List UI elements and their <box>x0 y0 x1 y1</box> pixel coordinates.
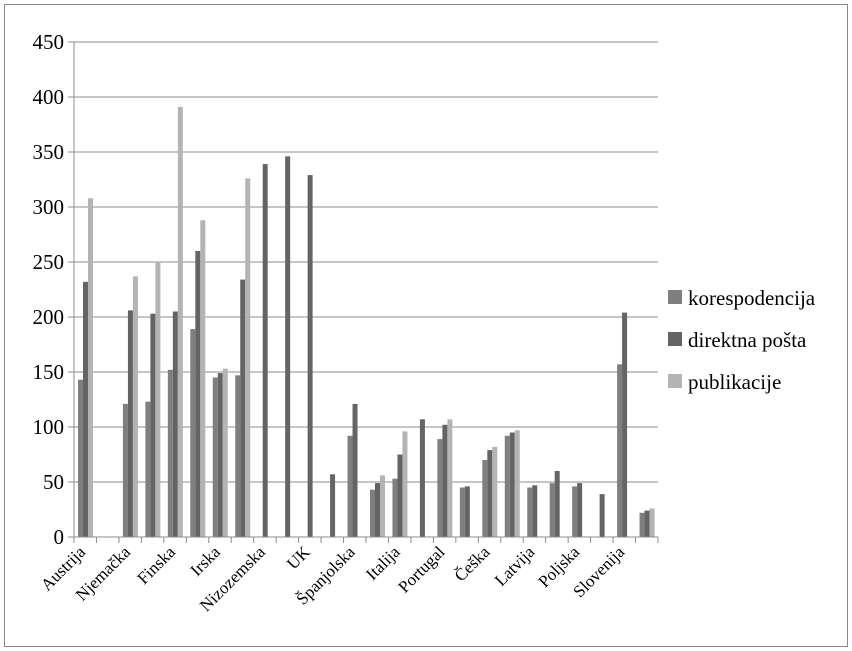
legend-label: korespodencija <box>688 286 816 310</box>
legend-swatch <box>668 290 682 304</box>
bar <box>380 475 385 537</box>
legend-swatch <box>668 374 682 388</box>
bar <box>132 276 138 537</box>
bar <box>212 377 218 537</box>
bar <box>419 419 425 537</box>
legend-label: direktna pošta <box>688 328 807 352</box>
bar <box>195 251 201 537</box>
bar <box>649 508 655 537</box>
bars <box>78 106 655 538</box>
bar <box>487 450 493 537</box>
bar <box>509 432 515 537</box>
x-tick-label: Irska <box>186 542 224 580</box>
bar <box>554 471 560 537</box>
x-tick-label: Italija <box>362 542 404 584</box>
bar <box>514 430 520 537</box>
x-tick-label: Finska <box>134 542 180 588</box>
bar <box>347 435 353 537</box>
bar <box>222 368 228 537</box>
bar <box>492 446 498 537</box>
y-tick-label: 200 <box>33 305 65 329</box>
y-tick-label: 50 <box>43 470 64 494</box>
bar <box>527 487 533 537</box>
y-tick-label: 0 <box>54 525 65 549</box>
chart-frame <box>4 4 848 647</box>
bar <box>482 460 488 537</box>
bar <box>78 379 83 537</box>
y-tick-label: 350 <box>33 140 65 164</box>
bar <box>397 454 403 537</box>
bar <box>235 375 241 537</box>
bar <box>172 311 178 537</box>
x-tick-label: Latvija <box>491 542 539 590</box>
x-tick-label: Češka <box>451 542 494 585</box>
bar <box>402 431 408 537</box>
bar <box>307 175 313 537</box>
bar <box>572 486 578 537</box>
axes <box>68 41 659 543</box>
legend: korespodencija direktna pošta publikacije <box>668 286 816 394</box>
bar <box>217 373 223 537</box>
bar <box>459 487 465 537</box>
bar <box>330 474 336 537</box>
bar <box>83 281 88 537</box>
y-tick-label: 400 <box>33 85 65 109</box>
bar <box>370 489 375 537</box>
bar <box>532 485 538 537</box>
y-tick-label: 100 <box>33 415 65 439</box>
bar <box>177 106 183 538</box>
bar <box>352 403 358 537</box>
bar <box>262 164 268 537</box>
gridlines <box>74 41 658 483</box>
bar <box>549 483 555 537</box>
y-tick-label: 450 <box>33 30 65 54</box>
bar <box>599 494 605 537</box>
y-tick-labels: 0 50 100 150 200 250 300 350 400 450 <box>33 30 65 549</box>
bar <box>639 512 645 537</box>
bar <box>285 156 291 537</box>
x-tick-label: UK <box>283 542 314 573</box>
bar <box>122 403 128 537</box>
bar <box>617 364 623 537</box>
bar <box>245 178 251 537</box>
bar <box>504 435 510 537</box>
bar <box>190 329 196 537</box>
bar <box>127 310 133 537</box>
bar <box>88 198 93 537</box>
bar <box>240 279 246 537</box>
bar <box>150 313 156 537</box>
bar <box>392 478 398 537</box>
legend-label: publikacije <box>688 370 781 394</box>
bar <box>155 262 161 537</box>
y-tick-label: 300 <box>33 195 65 219</box>
legend-swatch <box>668 332 682 346</box>
bar <box>644 510 650 537</box>
bar <box>577 483 583 537</box>
y-tick-label: 250 <box>33 250 65 274</box>
bar <box>447 419 453 537</box>
bar <box>442 424 448 537</box>
y-tick-label: 150 <box>33 360 65 384</box>
x-tick-label: Portugal <box>394 542 448 596</box>
bar <box>622 312 628 537</box>
bar <box>200 220 206 537</box>
bar <box>145 401 151 537</box>
bar <box>464 486 470 537</box>
bar <box>167 369 173 537</box>
bar <box>375 483 380 537</box>
bar <box>437 439 443 537</box>
